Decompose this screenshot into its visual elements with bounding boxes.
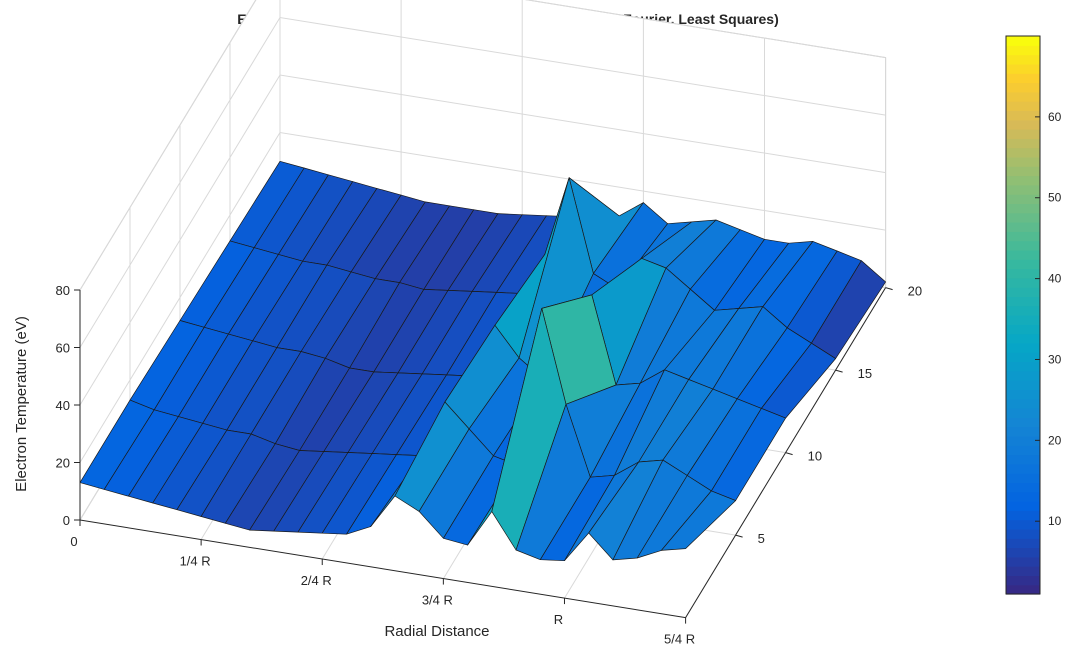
y-tick-mark	[835, 369, 843, 373]
colorbar: 10 20 30 40 50 60	[1005, 35, 1062, 595]
surface-plot	[79, 160, 886, 562]
colorbar-band	[1006, 370, 1040, 381]
z-grid-line	[79, 16, 886, 348]
colorbar-band	[1006, 501, 1040, 511]
colorbar-band	[1006, 166, 1040, 177]
y-tick-label: 20	[908, 284, 922, 299]
colorbar-band	[1006, 491, 1040, 502]
z-grid-line	[79, 74, 886, 406]
colorbar-band	[1006, 296, 1040, 307]
z-tick-label: 20	[56, 456, 70, 471]
colorbar-band	[1006, 566, 1040, 576]
y-tick-mark	[735, 534, 743, 538]
colorbar-band	[1006, 212, 1040, 223]
x-tick-label: 1/4 R	[180, 554, 211, 569]
colorbar-band	[1006, 268, 1040, 279]
colorbar-band	[1006, 249, 1040, 260]
colorbar-band	[1006, 519, 1040, 530]
x-tick-label: R	[554, 612, 563, 627]
colorbar-band	[1006, 528, 1040, 539]
colorbar-band	[1006, 361, 1040, 372]
colorbar-band	[1006, 91, 1040, 102]
y-tick-label: 10	[808, 449, 822, 464]
colorbar-tick-label: 40	[1048, 272, 1062, 286]
z-tick-label: 80	[56, 283, 70, 298]
colorbar-band	[1006, 454, 1040, 465]
colorbar-band	[1006, 138, 1040, 149]
colorbar-band	[1006, 408, 1040, 418]
colorbar-band	[1006, 101, 1040, 111]
colorbar-band	[1006, 315, 1040, 325]
colorbar-band	[1006, 575, 1040, 586]
colorbar-band	[1006, 482, 1040, 493]
colorbar-tick-label: 30	[1048, 352, 1062, 366]
colorbar-band	[1006, 240, 1040, 251]
z-tick-label: 0	[63, 513, 70, 528]
colorbar-band	[1006, 147, 1040, 158]
colorbar-band	[1006, 305, 1040, 316]
z-tick-label: 60	[56, 341, 70, 356]
colorbar-tick-label: 20	[1048, 433, 1062, 447]
colorbar-band	[1006, 287, 1040, 297]
axis-ticks: 0 1/4 R 2/4 R 3/4 R R 5/4 R 5 10 15 20 0 20 40 60 80	[56, 283, 923, 646]
colorbar-tick-label: 50	[1048, 191, 1062, 205]
colorbar-band	[1006, 184, 1040, 195]
colorbar-band	[1006, 194, 1040, 204]
z-grid-line	[79, 0, 886, 291]
colorbar-band	[1006, 333, 1040, 344]
colorbar-band	[1006, 36, 1040, 46]
colorbar-band	[1006, 45, 1040, 56]
colorbar-band	[1006, 426, 1040, 437]
x-tick-label: 3/4 R	[422, 593, 453, 608]
colorbar-band	[1006, 110, 1040, 121]
colorbar-band	[1006, 380, 1040, 390]
colorbar-band	[1006, 175, 1040, 186]
colorbar-band	[1006, 510, 1040, 521]
x-axis-line	[79, 519, 686, 619]
colorbar-band	[1006, 417, 1040, 428]
colorbar-band	[1006, 352, 1040, 363]
y-axis-line	[685, 287, 887, 618]
colorbar-band	[1006, 82, 1040, 93]
colorbar-band	[1006, 203, 1040, 214]
colorbar-tick-label: 60	[1048, 110, 1062, 124]
colorbar-frame	[1005, 35, 1041, 595]
x-tick-label: 0	[70, 534, 77, 549]
colorbar-band	[1006, 389, 1040, 400]
colorbar-band	[1006, 584, 1040, 595]
z-tick-label: 40	[56, 398, 70, 413]
colorbar-band	[1006, 259, 1040, 270]
colorbar-band	[1006, 63, 1040, 74]
z-axis-label: Electron Temperature (eV)	[13, 316, 30, 492]
colorbar-band	[1006, 231, 1040, 242]
y-tick-label: 5	[758, 531, 765, 546]
x-axis-label: Radial Distance	[384, 623, 489, 640]
colorbar-band	[1006, 463, 1040, 474]
x-tick-label: 2/4 R	[301, 573, 332, 588]
colorbar-band	[1006, 538, 1040, 549]
y-tick-mark	[885, 287, 893, 291]
colorbar-band	[1006, 54, 1040, 65]
colorbar-band	[1006, 129, 1040, 139]
y-tick-mark	[785, 452, 793, 456]
colorbar-band	[1006, 398, 1040, 409]
colorbar-band	[1006, 73, 1040, 84]
colorbar-band	[1006, 277, 1040, 288]
colorbar-band	[1006, 547, 1040, 558]
colorbar-band	[1006, 324, 1040, 335]
z-grid-line	[79, 131, 886, 463]
colorbar-tick-label: 10	[1048, 514, 1062, 528]
colorbar-band	[1006, 342, 1040, 353]
colorbar-band	[1006, 156, 1040, 167]
surface-patch	[661, 490, 736, 551]
y-tick-label: 15	[858, 366, 872, 381]
colorbar-band	[1006, 445, 1040, 456]
x-tick-label: 5/4 R	[664, 632, 695, 646]
colorbar-band	[1006, 556, 1040, 567]
colorbar-band	[1006, 473, 1040, 483]
colorbar-band	[1006, 119, 1040, 130]
colorbar-band	[1006, 435, 1040, 446]
colorbar-band	[1006, 222, 1040, 232]
